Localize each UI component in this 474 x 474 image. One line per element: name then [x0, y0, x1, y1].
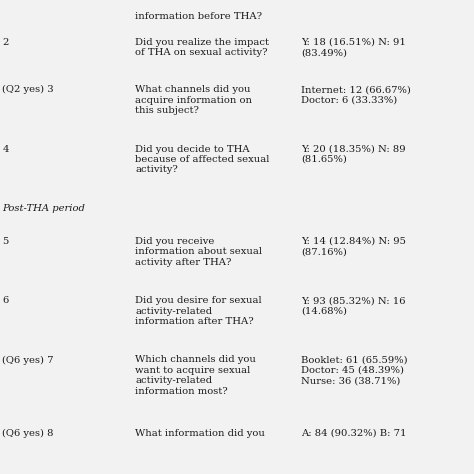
Text: (Q6 yes) 7: (Q6 yes) 7: [2, 356, 54, 365]
Text: Post-THA period: Post-THA period: [2, 204, 85, 213]
Text: 2: 2: [2, 38, 9, 47]
Text: Y: 93 (85.32%) N: 16
(14.68%): Y: 93 (85.32%) N: 16 (14.68%): [301, 296, 405, 316]
Text: What information did you: What information did you: [135, 429, 265, 438]
Text: What channels did you
acquire information on
this subject?: What channels did you acquire informatio…: [135, 85, 252, 115]
Text: 4: 4: [2, 145, 9, 154]
Text: A: 84 (90.32%) B: 71: A: 84 (90.32%) B: 71: [301, 429, 407, 438]
Text: (Q2 yes) 3: (Q2 yes) 3: [2, 85, 54, 94]
Text: Did you desire for sexual
activity-related
information after THA?: Did you desire for sexual activity-relat…: [135, 296, 262, 326]
Text: (Q6 yes) 8: (Q6 yes) 8: [2, 429, 54, 438]
Text: 5: 5: [2, 237, 9, 246]
Text: Which channels did you
want to acquire sexual
activity-related
information most?: Which channels did you want to acquire s…: [135, 356, 256, 396]
Text: Booklet: 61 (65.59%)
Doctor: 45 (48.39%)
Nurse: 36 (38.71%): Booklet: 61 (65.59%) Doctor: 45 (48.39%)…: [301, 356, 408, 385]
Text: Y: 18 (16.51%) N: 91
(83.49%): Y: 18 (16.51%) N: 91 (83.49%): [301, 38, 406, 57]
Text: Did you decide to THA
because of affected sexual
activity?: Did you decide to THA because of affecte…: [135, 145, 269, 174]
Text: Did you realize the impact
of THA on sexual activity?: Did you realize the impact of THA on sex…: [135, 38, 269, 57]
Text: Did you receive
information about sexual
activity after THA?: Did you receive information about sexual…: [135, 237, 262, 267]
Text: Internet: 12 (66.67%)
Doctor: 6 (33.33%): Internet: 12 (66.67%) Doctor: 6 (33.33%): [301, 85, 411, 105]
Text: Y: 14 (12.84%) N: 95
(87.16%): Y: 14 (12.84%) N: 95 (87.16%): [301, 237, 406, 256]
Text: information before THA?: information before THA?: [135, 12, 262, 21]
Text: 6: 6: [2, 296, 9, 305]
Text: Y: 20 (18.35%) N: 89
(81.65%): Y: 20 (18.35%) N: 89 (81.65%): [301, 145, 406, 164]
